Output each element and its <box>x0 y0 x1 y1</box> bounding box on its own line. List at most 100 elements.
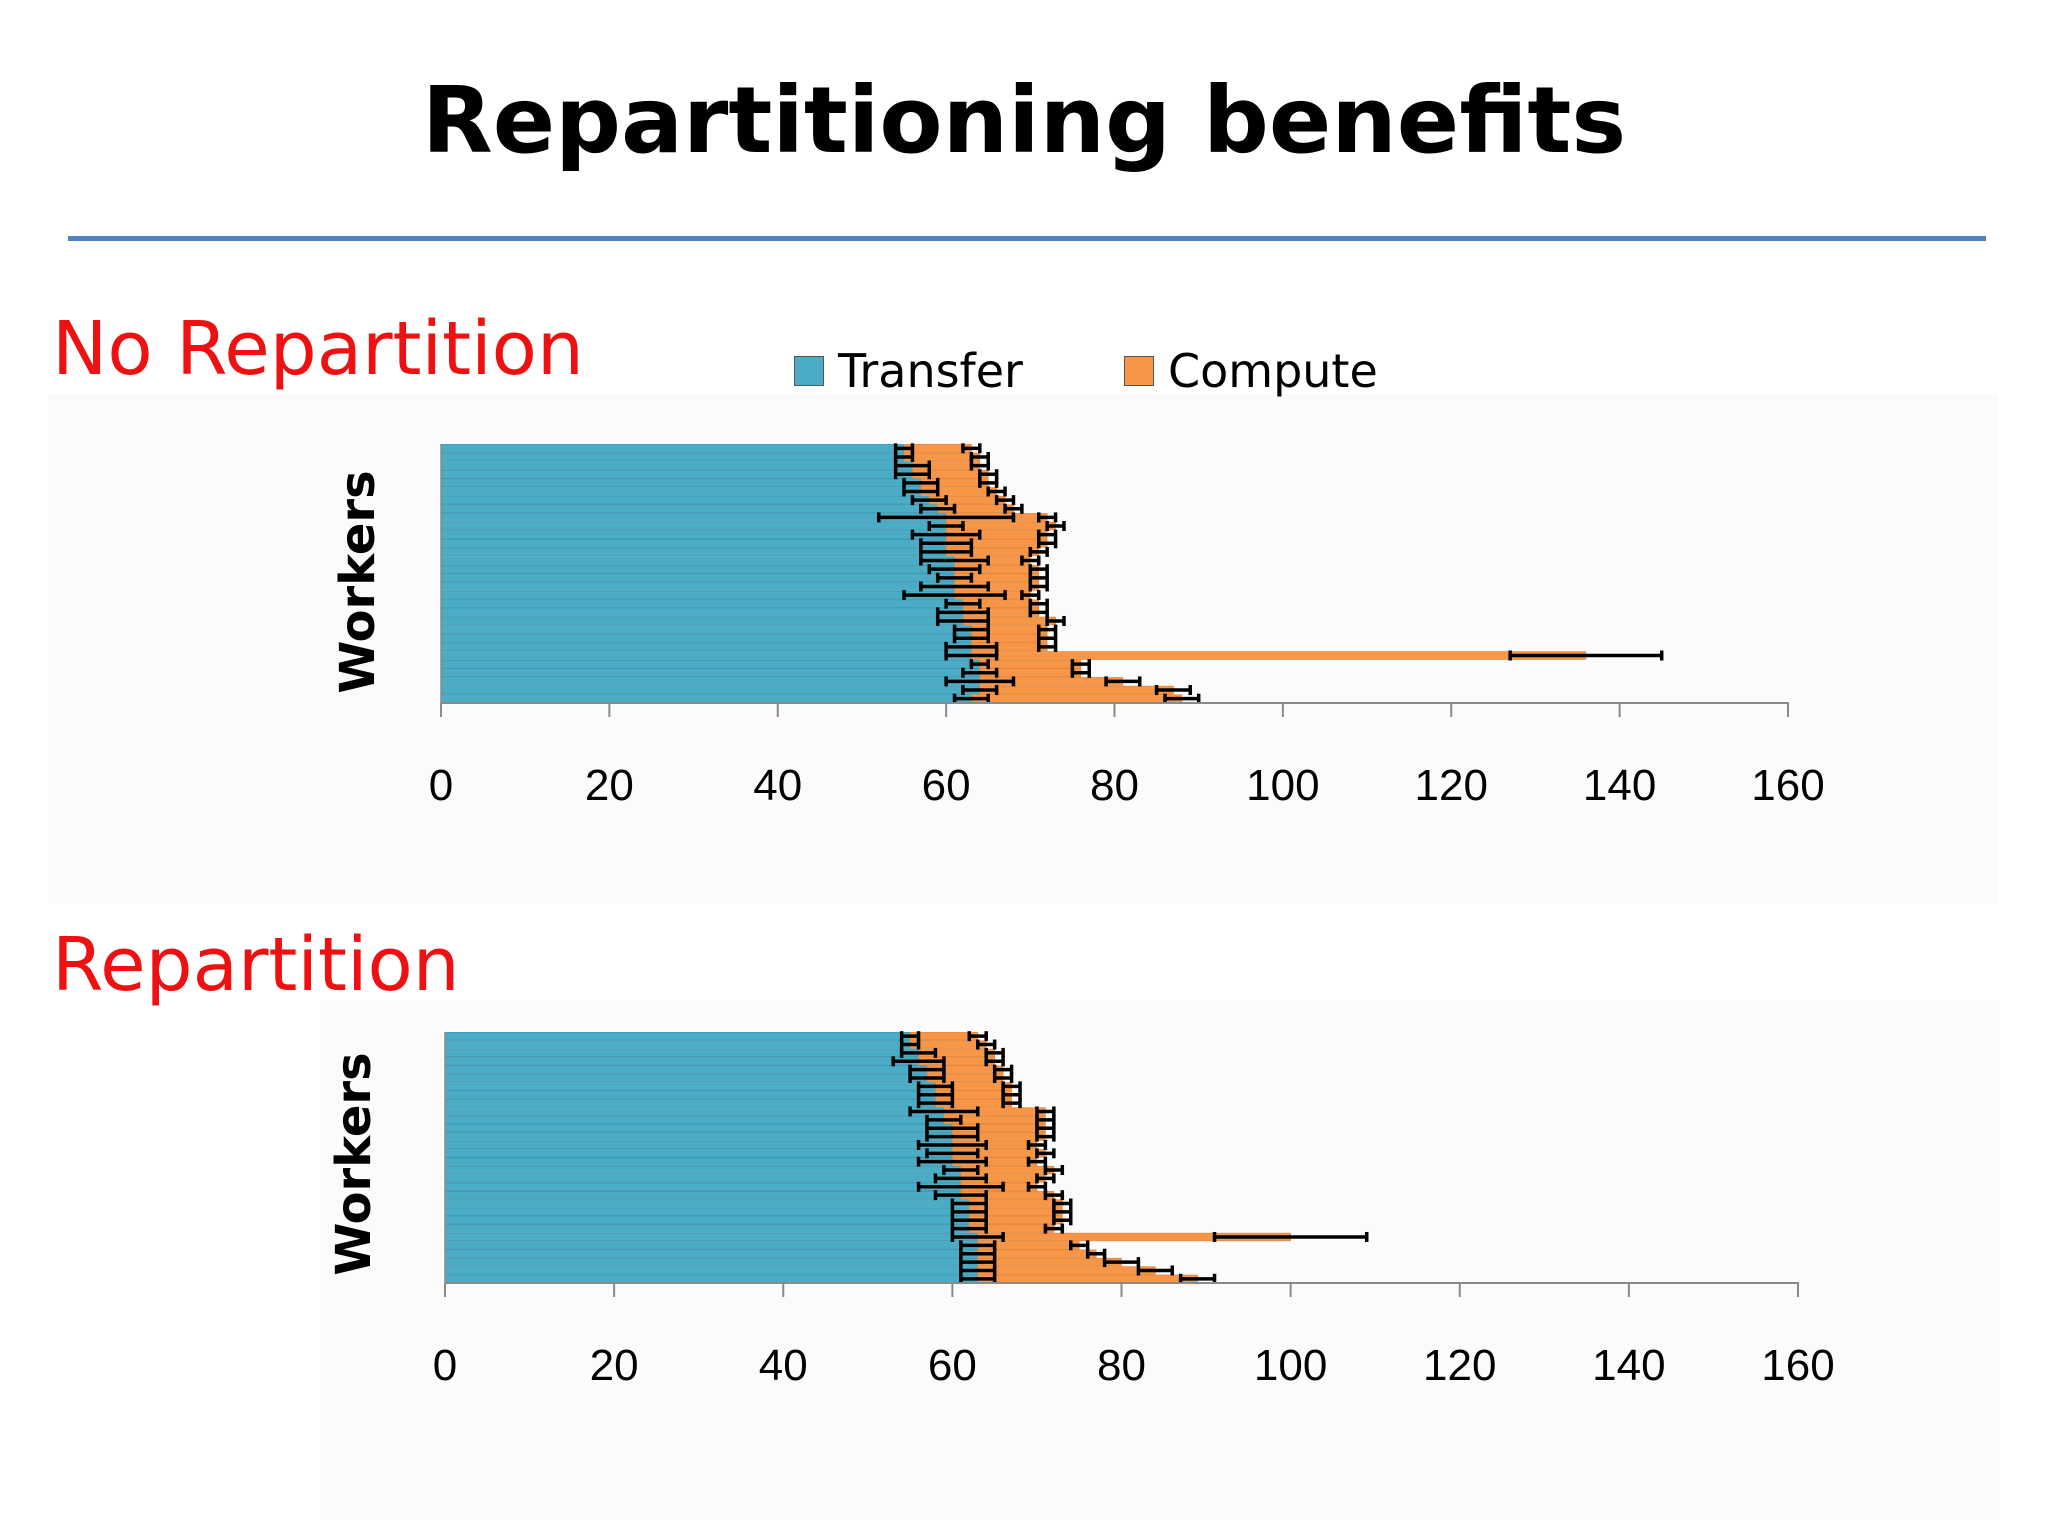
error-bar-compute-bottom-23 <box>1052 1215 1073 1226</box>
section-label-repartition: Repartition <box>52 922 460 1008</box>
error-bar-compute-bottom-1 <box>967 1031 988 1042</box>
bar-transfer-bottom-14 <box>444 1140 953 1150</box>
legend-label-transfer: Transfer <box>838 344 1023 398</box>
error-bar-compute-bottom-10 <box>1035 1106 1056 1117</box>
error-bar-compute-top-5 <box>978 477 999 488</box>
error-bar-transfer-bottom-15 <box>925 1148 980 1159</box>
error-bar-transfer-bottom-12 <box>925 1123 980 1134</box>
bar-transfer-top-8 <box>440 504 939 514</box>
bar-transfer-top-13 <box>440 547 947 557</box>
bar-transfer-top-23 <box>440 633 972 643</box>
error-bar-transfer-bottom-17 <box>942 1165 980 1176</box>
error-bar-compute-bottom-18 <box>1035 1173 1056 1184</box>
error-bar-compute-bottom-22 <box>1052 1206 1073 1217</box>
bar-compute-bottom-30 <box>977 1274 1198 1283</box>
x-tick-label-top-8: 160 <box>1751 761 1824 810</box>
bar-transfer-top-7 <box>440 495 930 505</box>
bar-transfer-bottom-2 <box>444 1040 911 1049</box>
error-bar-compute-bottom-7 <box>1001 1081 1022 1092</box>
y-axis-label-bottom: Workers <box>326 1052 382 1275</box>
error-bar-compute-top-26 <box>1070 659 1091 670</box>
error-bar-transfer-bottom-23 <box>950 1215 988 1226</box>
error-bar-transfer-bottom-13 <box>925 1131 980 1142</box>
error-bar-transfer-bottom-28 <box>959 1257 997 1268</box>
bar-transfer-bottom-13 <box>444 1132 953 1141</box>
bar-transfer-top-26 <box>440 659 981 669</box>
bar-transfer-top-1 <box>440 444 905 453</box>
error-bar-compute-bottom-14 <box>1026 1139 1048 1150</box>
bar-transfer-bottom-11 <box>444 1115 945 1124</box>
bar-compute-top-25 <box>971 651 1587 660</box>
bar-transfer-bottom-19 <box>444 1182 962 1191</box>
bar-transfer-top-5 <box>440 478 922 488</box>
x-tick-label-top-5: 100 <box>1246 761 1319 810</box>
error-bar-transfer-bottom-22 <box>950 1206 988 1217</box>
error-bar-transfer-top-14 <box>919 555 990 566</box>
legend-item-transfer: Transfer <box>794 348 1023 394</box>
error-bar-transfer-top-8 <box>919 503 957 514</box>
error-bar-compute-top-11 <box>1036 529 1058 540</box>
x-tick-label-top-7: 140 <box>1583 761 1656 810</box>
error-bar-transfer-top-29 <box>961 685 999 696</box>
bar-transfer-bottom-4 <box>444 1057 919 1066</box>
error-bar-transfer-bottom-26 <box>959 1240 997 1251</box>
bar-transfer-top-3 <box>440 461 913 470</box>
error-bar-transfer-bottom-18 <box>933 1173 988 1184</box>
error-bar-compute-bottom-5 <box>992 1064 1014 1075</box>
bar-transfer-top-25 <box>440 651 972 660</box>
bar-transfer-top-24 <box>440 642 972 652</box>
error-bar-transfer-top-1 <box>893 443 915 454</box>
error-bar-compute-bottom-12 <box>1035 1123 1056 1134</box>
error-bar-compute-top-17 <box>1028 581 1049 592</box>
error-bar-compute-top-23 <box>1036 633 1058 644</box>
error-bar-transfer-bottom-3 <box>899 1047 938 1058</box>
error-bar-compute-bottom-28 <box>1102 1257 1141 1268</box>
bar-compute-top-29 <box>979 685 1174 695</box>
error-bar-transfer-bottom-2 <box>899 1039 921 1050</box>
error-bar-compute-bottom-19 <box>1026 1181 1048 1192</box>
legend-swatch-transfer <box>794 356 824 386</box>
bar-transfer-bottom-10 <box>444 1107 945 1116</box>
error-bar-compute-bottom-16 <box>1026 1156 1048 1167</box>
bar-transfer-bottom-22 <box>444 1207 970 1217</box>
error-bar-compute-bottom-15 <box>1035 1148 1056 1159</box>
y-axis-label-top: Workers <box>330 470 386 693</box>
error-bar-transfer-top-15 <box>927 564 982 575</box>
error-bar-compute-top-4 <box>978 469 999 480</box>
bar-transfer-top-4 <box>440 469 913 479</box>
error-bar-transfer-bottom-7 <box>916 1081 955 1092</box>
error-bar-compute-bottom-4 <box>984 1056 1005 1067</box>
error-bar-compute-top-3 <box>969 460 990 471</box>
x-tick-label-bottom-4: 80 <box>1097 1341 1146 1390</box>
error-bar-compute-bottom-17 <box>1043 1165 1065 1176</box>
error-bar-compute-top-1 <box>961 443 982 454</box>
x-tick-label-bottom-0: 0 <box>433 1341 457 1390</box>
error-bar-compute-bottom-29 <box>1136 1265 1174 1276</box>
bar-transfer-bottom-9 <box>444 1098 936 1108</box>
x-tick-label-top-3: 60 <box>922 761 971 810</box>
error-bar-transfer-top-17 <box>919 581 990 592</box>
bar-transfer-bottom-17 <box>444 1165 962 1175</box>
bar-transfer-top-11 <box>440 530 947 539</box>
error-bar-compute-bottom-24 <box>1043 1223 1065 1234</box>
bar-transfer-top-19 <box>440 599 964 608</box>
bar-transfer-top-6 <box>440 487 922 496</box>
bar-transfer-top-12 <box>440 539 947 548</box>
title-divider <box>68 236 1986 241</box>
x-tick-label-top-4: 80 <box>1090 761 1139 810</box>
error-bar-transfer-top-18 <box>902 590 1007 601</box>
x-tick-label-top-2: 40 <box>753 761 802 810</box>
bar-transfer-top-15 <box>440 564 955 574</box>
error-bar-compute-top-12 <box>1036 538 1058 549</box>
error-bar-compute-bottom-11 <box>1035 1114 1056 1125</box>
legend-swatch-compute <box>1124 356 1154 386</box>
error-bar-compute-bottom-20 <box>1043 1190 1065 1201</box>
error-bar-compute-bottom-9 <box>1001 1098 1022 1109</box>
bar-transfer-bottom-8 <box>444 1090 936 1099</box>
error-bar-compute-bottom-13 <box>1035 1131 1056 1142</box>
bar-transfer-top-16 <box>440 573 955 583</box>
bar-transfer-top-17 <box>440 582 955 591</box>
error-bar-transfer-top-25 <box>944 650 999 661</box>
error-bar-transfer-bottom-14 <box>916 1139 988 1150</box>
